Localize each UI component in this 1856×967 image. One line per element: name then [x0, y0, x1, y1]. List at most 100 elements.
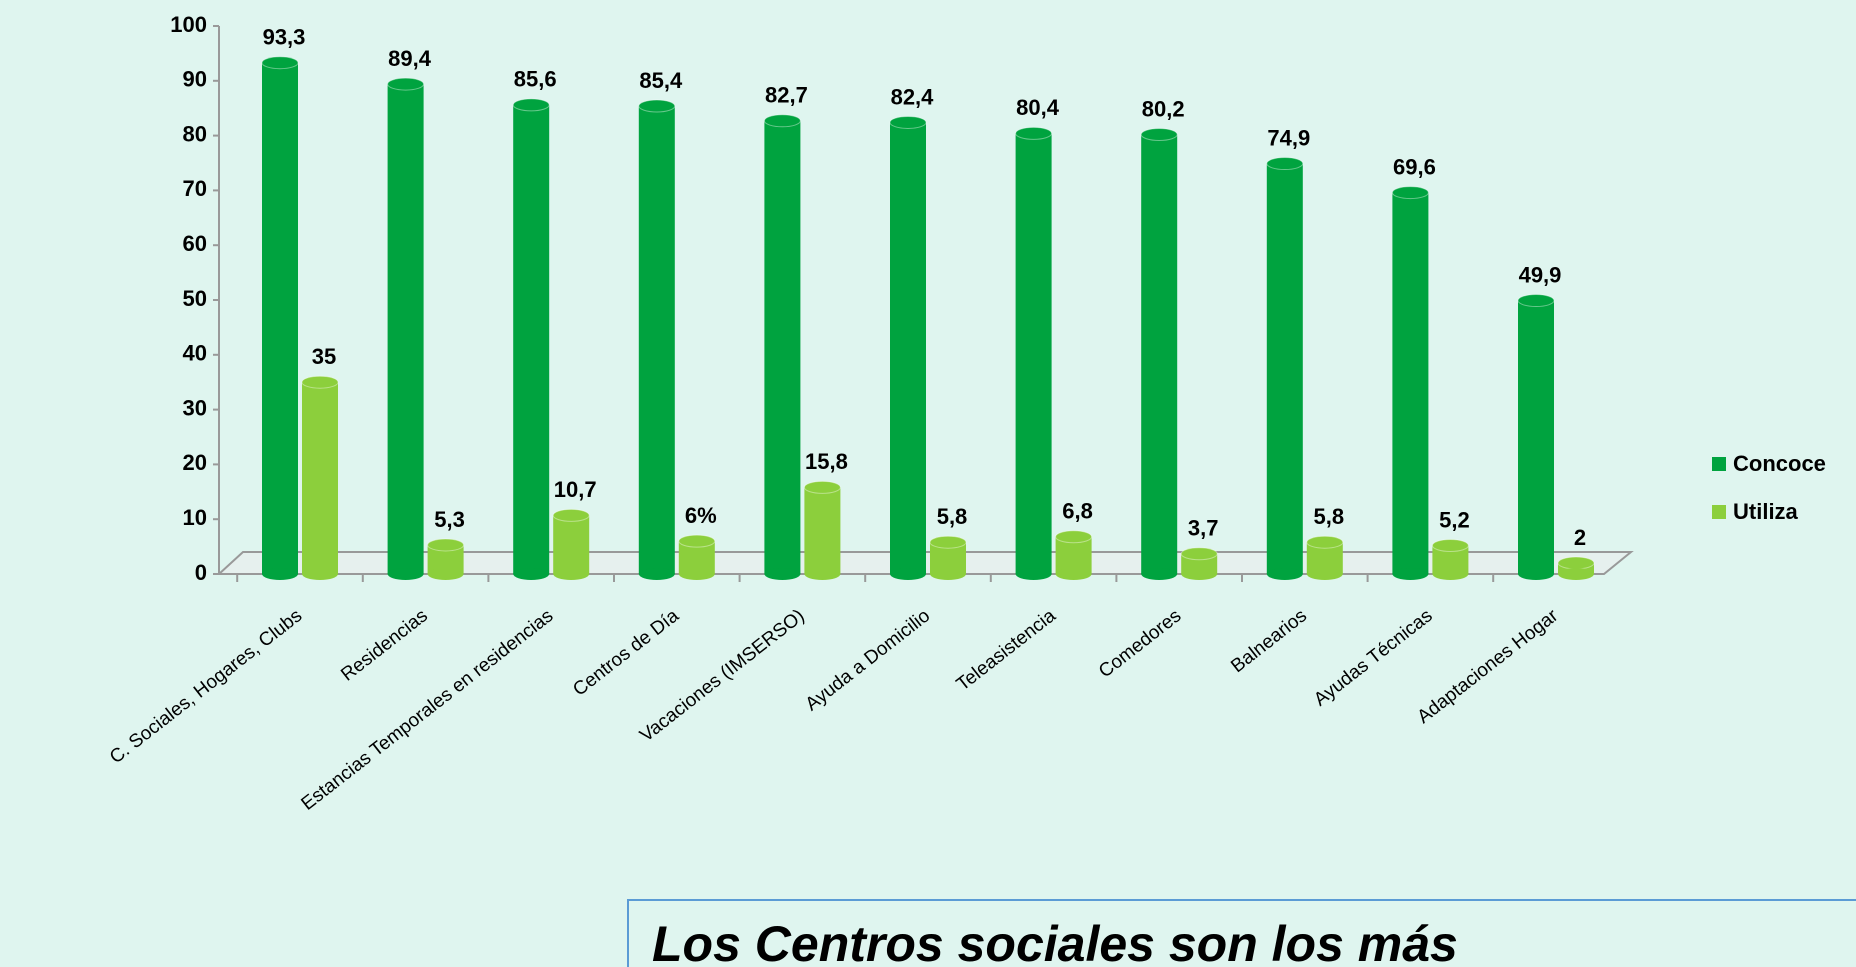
- x-tick-label: Comedores: [1095, 605, 1185, 682]
- value-label: 5,3: [434, 507, 465, 532]
- bar-base: [678, 568, 715, 580]
- bar: [804, 487, 841, 574]
- bar-base: [427, 568, 464, 580]
- bar-base: [890, 568, 926, 580]
- bar-base: [387, 568, 424, 580]
- y-tick-label: 10: [183, 505, 207, 530]
- value-label: 5,8: [1314, 504, 1345, 529]
- bar-top: [1391, 186, 1429, 200]
- bar-top: [1306, 535, 1344, 549]
- bar: [1055, 536, 1092, 574]
- x-tick-label: Teleasistencia: [953, 605, 1060, 695]
- bar-top: [512, 98, 550, 112]
- bar-top: [1266, 157, 1304, 171]
- value-label: 6%: [685, 503, 717, 528]
- y-tick-label: 100: [170, 12, 207, 37]
- bar-base: [804, 568, 841, 580]
- x-tick-label: Ayudas Técnicas: [1310, 605, 1436, 710]
- y-tick-label: 60: [183, 231, 207, 256]
- value-label: 2: [1574, 525, 1586, 550]
- value-label: 5,2: [1439, 507, 1470, 532]
- bar-top: [678, 534, 716, 548]
- bar-top: [1180, 547, 1218, 561]
- bar-base: [1306, 568, 1343, 580]
- y-tick-label: 0: [195, 560, 207, 585]
- bar-base: [262, 568, 298, 580]
- y-tick-label: 80: [183, 121, 207, 146]
- bar: [890, 122, 926, 574]
- x-tick-label: Adaptaciones Hogar: [1414, 605, 1563, 728]
- bar-top: [552, 508, 590, 522]
- bar: [764, 120, 801, 574]
- bar-top: [889, 115, 927, 129]
- value-label: 35: [312, 344, 336, 369]
- bar-base: [638, 568, 675, 580]
- bar: [1141, 134, 1178, 574]
- value-label: 80,2: [1142, 96, 1185, 121]
- y-tick-label: 70: [183, 176, 207, 201]
- value-label: 69,6: [1393, 154, 1436, 179]
- value-label: 85,4: [639, 68, 683, 93]
- bar-base: [1518, 568, 1554, 580]
- bar-base: [1558, 568, 1594, 580]
- y-tick-label: 50: [183, 286, 207, 311]
- bar-top: [1015, 126, 1053, 140]
- bar: [387, 84, 424, 574]
- bar-base: [1392, 568, 1429, 580]
- bar-base: [1181, 568, 1218, 580]
- value-label: 15,8: [805, 449, 848, 474]
- value-label: 6,8: [1062, 499, 1093, 524]
- bar-base: [302, 568, 338, 580]
- value-label: 5,8: [937, 504, 968, 529]
- x-tick-label: Residencias: [337, 605, 431, 685]
- value-label: 80,4: [1016, 95, 1060, 120]
- y-tick-label: 90: [183, 67, 207, 92]
- bar-top: [1431, 539, 1469, 553]
- bar-base: [1015, 568, 1052, 580]
- bar: [302, 382, 338, 574]
- x-tick-label: C. Sociales, Hogares, Clubs: [106, 605, 306, 768]
- bar-base: [1141, 568, 1178, 580]
- bar-base: [1055, 568, 1092, 580]
- bar-top: [1055, 530, 1093, 544]
- x-tick-label: Ayuda a Domicilio: [802, 605, 934, 715]
- bar-base: [764, 568, 801, 580]
- value-label: 85,6: [514, 67, 557, 92]
- value-label: 10,7: [554, 477, 597, 502]
- bar-top: [387, 77, 425, 91]
- bar-top: [929, 535, 967, 549]
- value-label: 74,9: [1267, 125, 1310, 150]
- value-label: 82,7: [765, 83, 808, 108]
- value-label: 89,4: [388, 46, 432, 71]
- bar: [1015, 133, 1052, 574]
- bar-top: [1557, 556, 1595, 570]
- bar-top: [803, 480, 841, 494]
- bar-top: [261, 56, 299, 70]
- x-tick-label: Centros de Día: [569, 605, 683, 700]
- bar-base: [553, 568, 590, 580]
- bar-top: [1517, 294, 1555, 308]
- note-box: [627, 899, 1856, 967]
- y-tick-label: 20: [183, 450, 207, 475]
- value-label: 3,7: [1188, 516, 1219, 541]
- annotation: Los Centros sociales son los más: [652, 916, 1458, 967]
- value-label: 82,4: [891, 84, 935, 109]
- bar: [553, 515, 590, 574]
- bar: [1392, 192, 1429, 575]
- y-tick-label: 30: [183, 395, 207, 420]
- bar-base: [1432, 568, 1469, 580]
- value-label: 49,9: [1519, 262, 1562, 287]
- bar-top: [638, 99, 676, 113]
- bar-base: [930, 568, 966, 580]
- bar: [1266, 163, 1303, 574]
- bar-top: [1140, 128, 1178, 142]
- legend-swatch: [1712, 457, 1726, 471]
- bar: [1518, 300, 1554, 574]
- bar: [513, 104, 550, 575]
- bar: [262, 62, 298, 574]
- bar-top: [427, 538, 465, 552]
- legend-label: Concoce: [1733, 451, 1826, 476]
- bar-base: [513, 568, 550, 580]
- legend-label: Utiliza: [1733, 499, 1799, 524]
